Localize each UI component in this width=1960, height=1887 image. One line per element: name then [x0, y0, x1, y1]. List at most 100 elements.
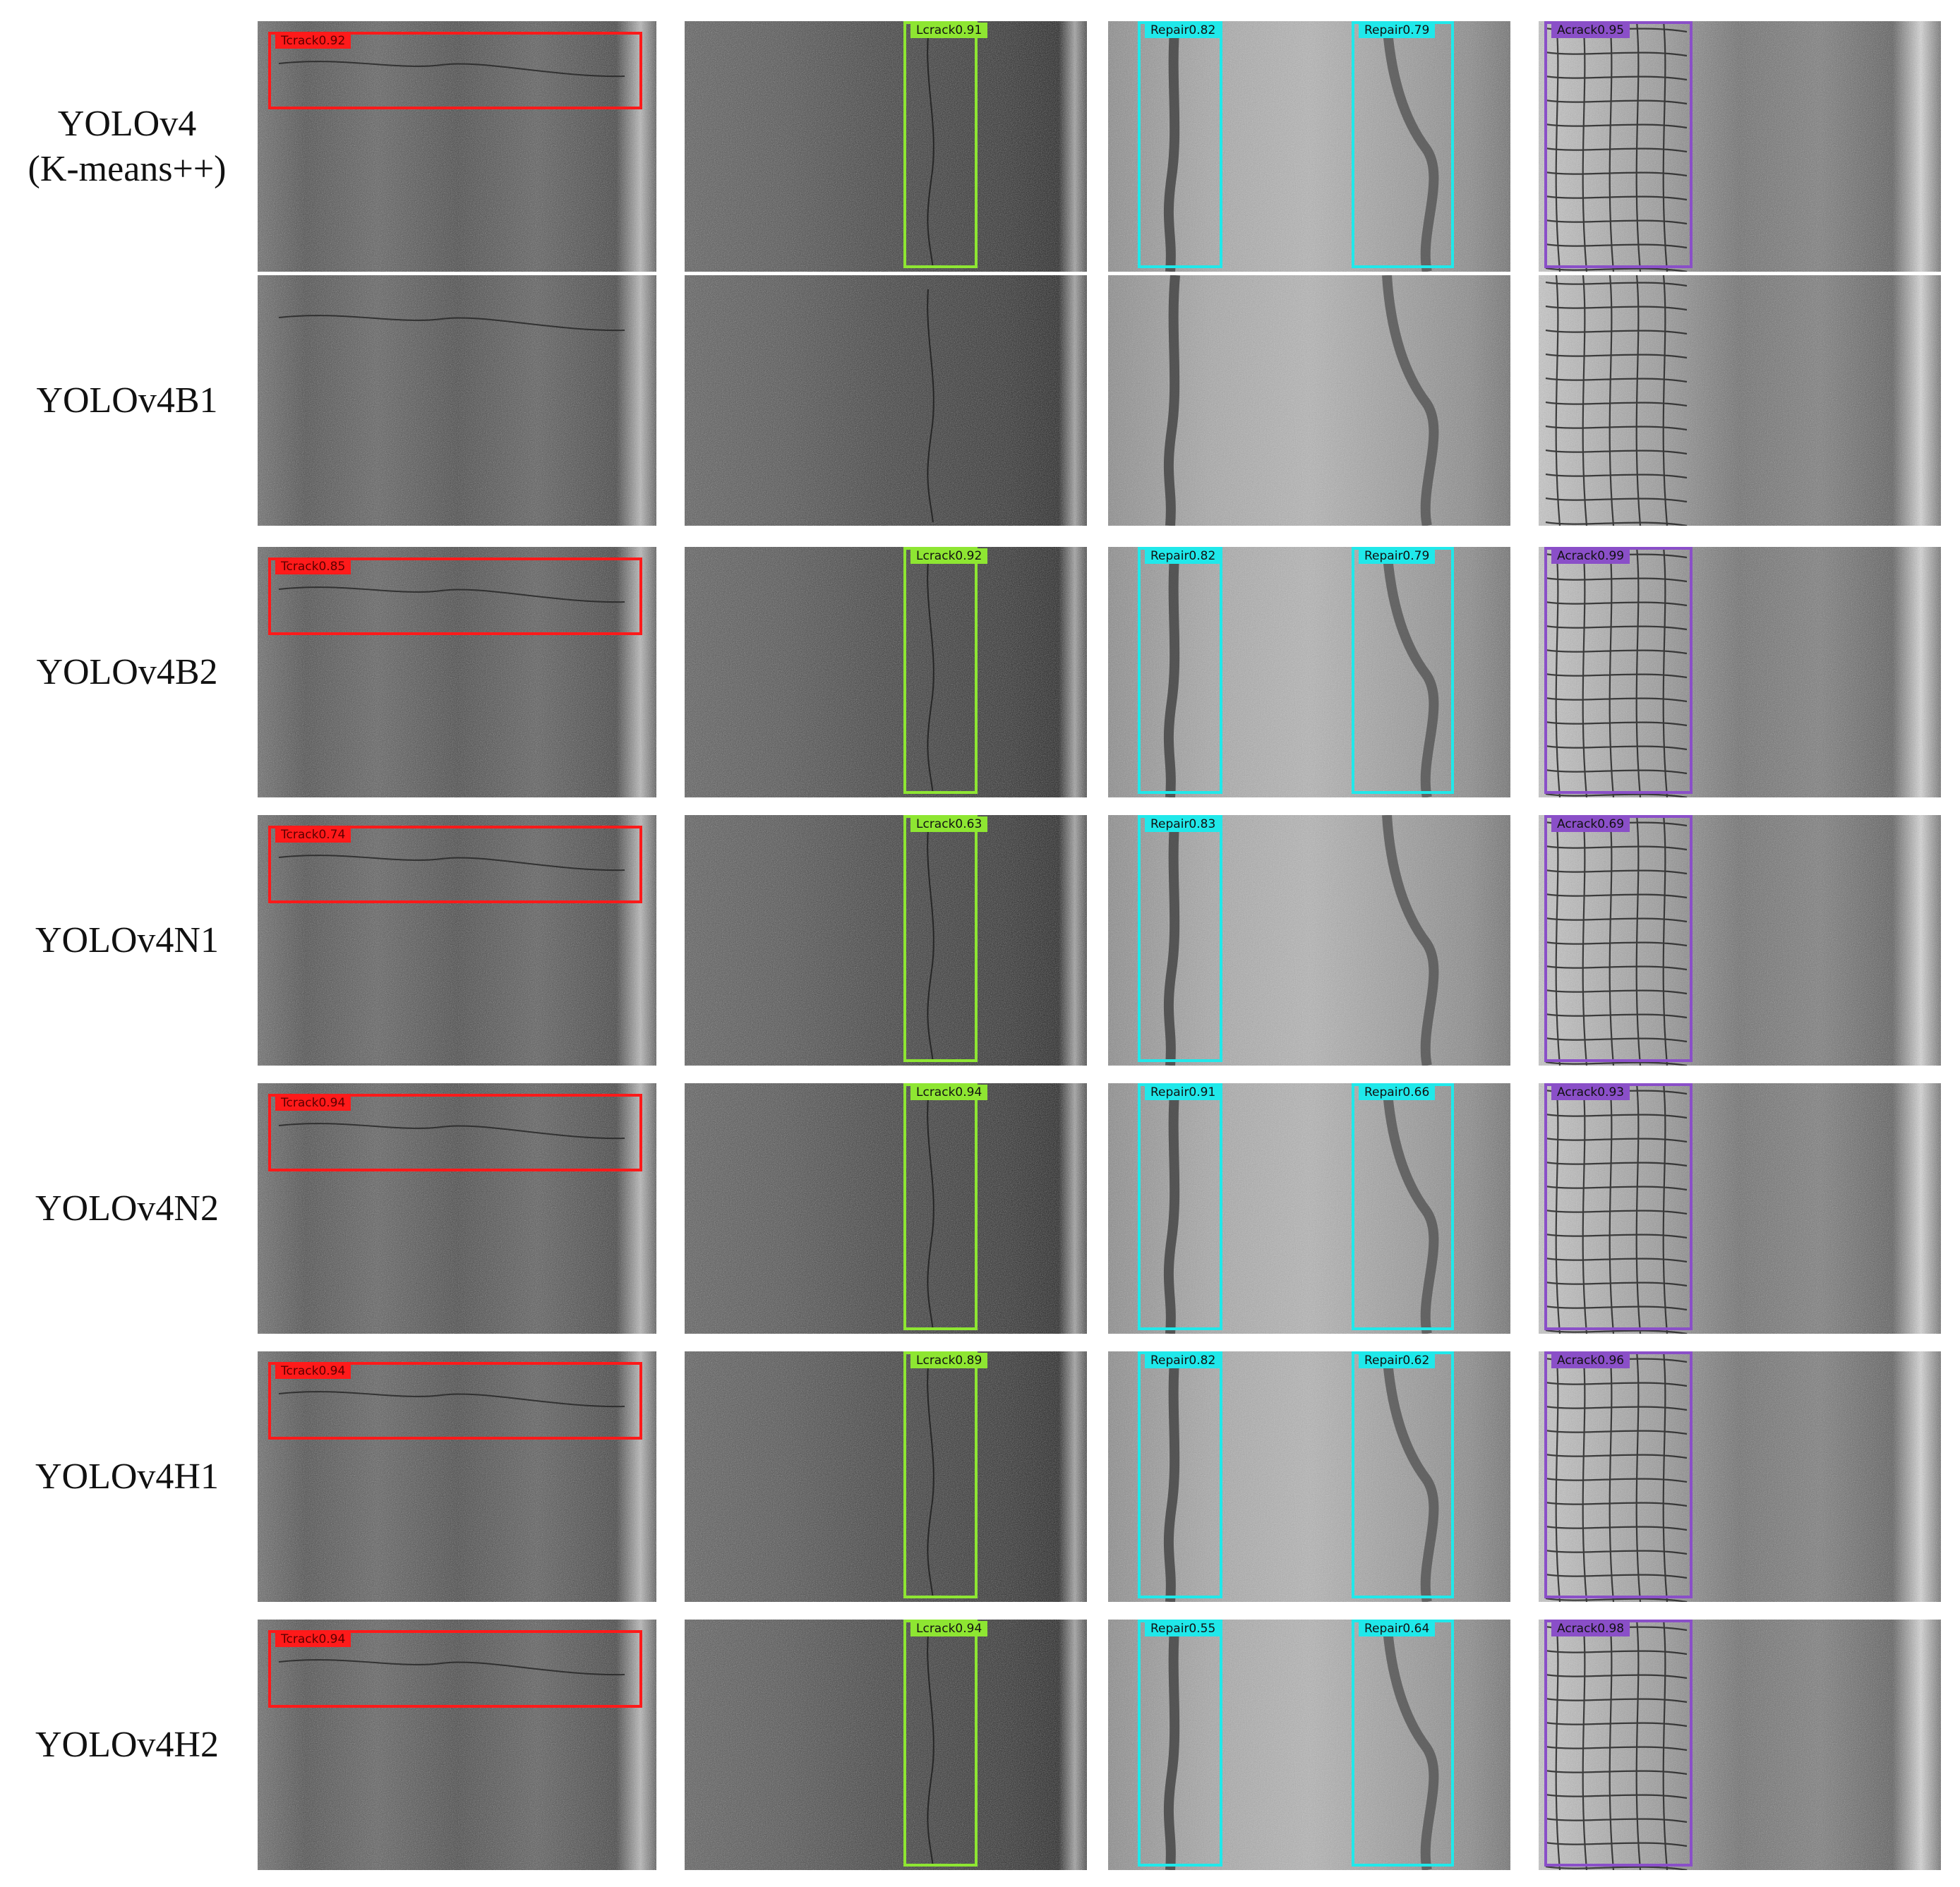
detection-label: Acrack0.69	[1551, 816, 1630, 832]
detection-label: Repair0.82	[1145, 548, 1222, 564]
detection-panel-repair: Repair0.83	[1108, 815, 1510, 1066]
detection-panel-lcrack: Lcrack0.92	[685, 547, 1087, 797]
pavement-image	[1108, 815, 1510, 1066]
detection-panel-lcrack: Lcrack0.94	[685, 1083, 1087, 1334]
detection-label: Lcrack0.89	[910, 1353, 988, 1368]
detection-panel-tcrack: Tcrack0.92	[258, 21, 656, 272]
bounding-box-tcrack: Tcrack0.85	[268, 557, 642, 635]
detection-label: Tcrack0.92	[275, 33, 351, 49]
pavement-image	[258, 815, 656, 1066]
detection-label: Repair0.55	[1145, 1621, 1222, 1636]
detection-panel-tcrack: Tcrack0.74	[258, 815, 656, 1066]
detection-label: Tcrack0.94	[275, 1095, 351, 1111]
detection-panel-tcrack	[258, 275, 656, 526]
bounding-box-lcrack: Lcrack0.91	[903, 21, 988, 268]
row-label: YOLOv4B2	[0, 650, 254, 695]
bounding-box-acrack: Acrack0.98	[1544, 1620, 1693, 1867]
pavement-image	[1108, 547, 1510, 797]
pavement-image	[1539, 1351, 1941, 1602]
row-label-model: YOLOv4B2	[36, 651, 218, 692]
bounding-box-repair: Repair0.79	[1352, 547, 1454, 794]
pavement-image	[685, 1083, 1087, 1334]
detection-label: Acrack0.93	[1551, 1085, 1630, 1100]
detection-panel-acrack	[1539, 275, 1941, 526]
pavement-image	[1539, 1620, 1941, 1870]
row-label: YOLOv4B1	[0, 378, 254, 423]
bounding-box-tcrack: Tcrack0.94	[268, 1630, 642, 1708]
detection-label: Repair0.62	[1359, 1353, 1436, 1368]
detection-panel-tcrack: Tcrack0.94	[258, 1351, 656, 1602]
detection-label: Acrack0.95	[1551, 23, 1630, 38]
pavement-image	[685, 1351, 1087, 1602]
detection-panel-tcrack: Tcrack0.94	[258, 1620, 656, 1870]
row-label-model: YOLOv4H1	[35, 1456, 219, 1497]
bounding-box-repair: Repair0.55	[1138, 1620, 1222, 1867]
bounding-box-lcrack: Lcrack0.94	[903, 1620, 988, 1867]
bounding-box-repair: Repair0.66	[1352, 1083, 1454, 1330]
bounding-box-repair: Repair0.82	[1138, 1351, 1222, 1598]
bounding-box-lcrack: Lcrack0.94	[903, 1083, 988, 1330]
pavement-image	[685, 1620, 1087, 1870]
detection-label: Repair0.66	[1359, 1085, 1436, 1100]
detection-panel-repair: Repair0.82 Repair0.79	[1108, 21, 1510, 272]
pavement-image	[1108, 1083, 1510, 1334]
pavement-image	[685, 275, 1087, 526]
bounding-box-tcrack: Tcrack0.94	[268, 1094, 642, 1171]
bounding-box-acrack: Acrack0.69	[1544, 815, 1693, 1062]
bounding-box-repair: Repair0.83	[1138, 815, 1222, 1062]
pavement-image	[1108, 275, 1510, 526]
pavement-image	[1539, 815, 1941, 1066]
detection-label: Repair0.79	[1359, 23, 1436, 38]
bounding-box-acrack: Acrack0.93	[1544, 1083, 1693, 1330]
pavement-image	[258, 1620, 656, 1870]
row-label: YOLOv4H2	[0, 1723, 254, 1768]
row-label: YOLOv4 (K-means++)	[0, 102, 254, 192]
detection-label: Lcrack0.63	[910, 816, 988, 832]
pavement-image	[1539, 275, 1941, 526]
row-label: YOLOv4H1	[0, 1454, 254, 1500]
detection-panel-lcrack	[685, 275, 1087, 526]
pavement-image	[685, 21, 1087, 272]
bounding-box-repair: Repair0.82	[1138, 547, 1222, 794]
detection-label: Lcrack0.94	[910, 1085, 988, 1100]
detection-label: Acrack0.96	[1551, 1353, 1630, 1368]
pavement-image	[1539, 547, 1941, 797]
detection-label: Lcrack0.92	[910, 548, 988, 564]
row-label-model: YOLOv4B1	[36, 380, 218, 421]
detection-label: Repair0.82	[1145, 23, 1222, 38]
detection-panel-acrack: Acrack0.96	[1539, 1351, 1941, 1602]
row-label: YOLOv4N2	[0, 1186, 254, 1231]
row-label-model: YOLOv4H2	[35, 1724, 219, 1765]
bounding-box-lcrack: Lcrack0.92	[903, 547, 988, 794]
pavement-image	[258, 1083, 656, 1334]
pavement-image	[685, 815, 1087, 1066]
detection-panel-repair	[1108, 275, 1510, 526]
detection-label: Acrack0.99	[1551, 548, 1630, 564]
detection-panel-tcrack: Tcrack0.94	[258, 1083, 656, 1334]
bounding-box-tcrack: Tcrack0.94	[268, 1362, 642, 1440]
pavement-image	[258, 21, 656, 272]
detection-panel-acrack: Acrack0.95	[1539, 21, 1941, 272]
pavement-image	[258, 1351, 656, 1602]
bounding-box-acrack: Acrack0.96	[1544, 1351, 1693, 1598]
detection-label: Repair0.79	[1359, 548, 1436, 564]
detection-panel-acrack: Acrack0.93	[1539, 1083, 1941, 1334]
detection-label: Repair0.82	[1145, 1353, 1222, 1368]
pavement-image	[1108, 21, 1510, 272]
detection-label: Tcrack0.94	[275, 1632, 351, 1647]
detection-panel-lcrack: Lcrack0.89	[685, 1351, 1087, 1602]
bounding-box-repair: Repair0.62	[1352, 1351, 1454, 1598]
detection-label: Tcrack0.94	[275, 1363, 351, 1379]
bounding-box-lcrack: Lcrack0.89	[903, 1351, 988, 1598]
pavement-image	[685, 547, 1087, 797]
row-label-model: YOLOv4N2	[35, 1188, 219, 1229]
pavement-image	[258, 547, 656, 797]
detection-label: Repair0.91	[1145, 1085, 1222, 1100]
detection-panel-repair: Repair0.55 Repair0.64	[1108, 1620, 1510, 1870]
detection-panel-acrack: Acrack0.99	[1539, 547, 1941, 797]
detection-label: Repair0.83	[1145, 816, 1222, 832]
bounding-box-lcrack: Lcrack0.63	[903, 815, 988, 1062]
detection-panel-tcrack: Tcrack0.85	[258, 547, 656, 797]
detection-panel-acrack: Acrack0.69	[1539, 815, 1941, 1066]
pavement-image	[1539, 1083, 1941, 1334]
